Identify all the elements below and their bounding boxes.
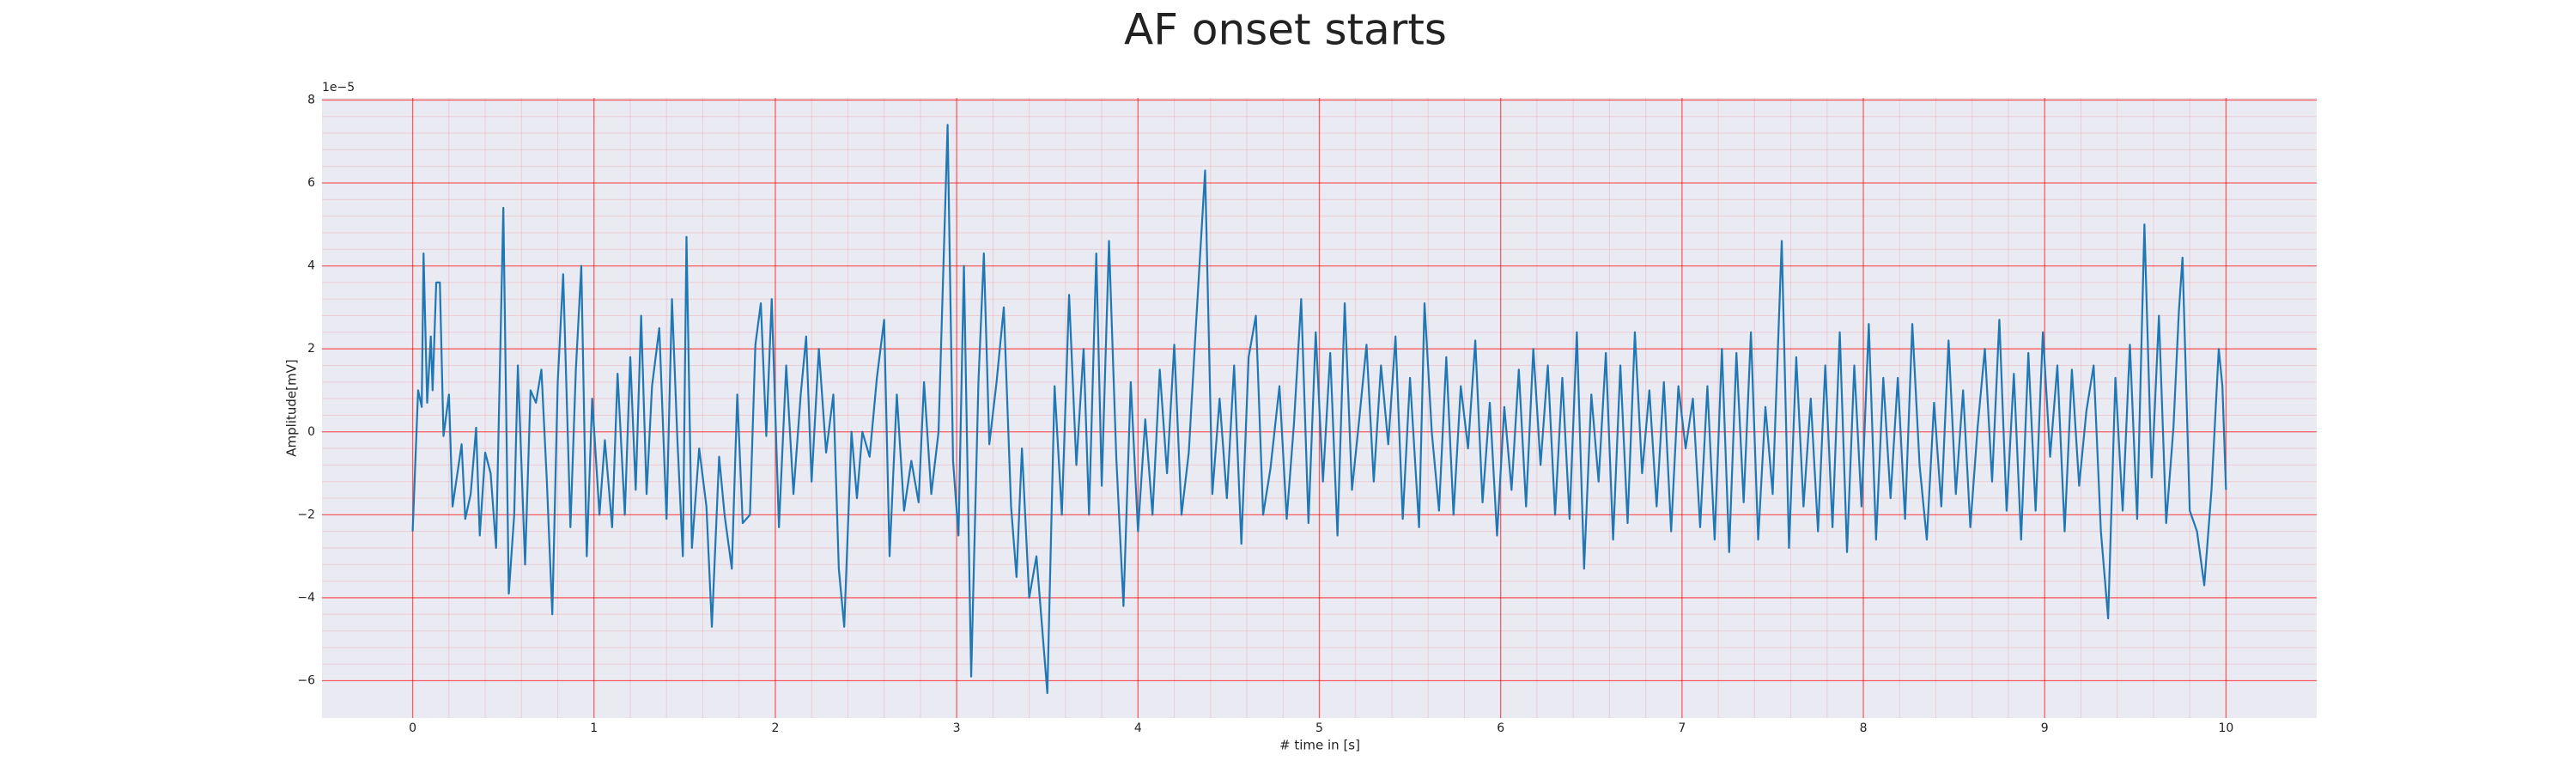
x-tick-label: 4: [1134, 721, 1142, 735]
y-offset-label: 1e−5: [322, 81, 355, 94]
y-tick-label: −4: [297, 591, 315, 605]
x-tick-label: 7: [1678, 721, 1686, 735]
x-tick-label: 2: [771, 721, 779, 735]
plot-layer: 0 1 2 3 4 5 6 7 8 9 10 −6 −4 −2 0 2 4 6 8: [297, 93, 2317, 735]
x-tick-label: 8: [1860, 721, 1868, 735]
x-tick-label: 5: [1315, 721, 1323, 735]
y-axis-label: Amplitude[mV]: [284, 359, 300, 456]
x-axis-label: # time in [s]: [1279, 738, 1360, 753]
y-tick-label: 0: [307, 425, 315, 439]
y-tick-label: −2: [297, 508, 315, 521]
y-tick-label: 4: [307, 259, 315, 273]
x-tick-label: 3: [953, 721, 961, 735]
signal-line: [411, 124, 2227, 695]
y-tick-label: 8: [307, 93, 315, 107]
y-tick-label: 6: [307, 176, 315, 190]
chart-title: AF onset starts: [1124, 5, 1447, 55]
x-tick-label: 9: [2041, 721, 2049, 735]
x-tick-label: 6: [1497, 721, 1504, 735]
y-tick-label: −6: [297, 674, 315, 688]
x-tick-label: 1: [590, 721, 598, 735]
y-tick-label: 2: [307, 342, 315, 356]
x-tick-label: 10: [2218, 721, 2233, 735]
x-tick-label: 0: [409, 721, 416, 735]
